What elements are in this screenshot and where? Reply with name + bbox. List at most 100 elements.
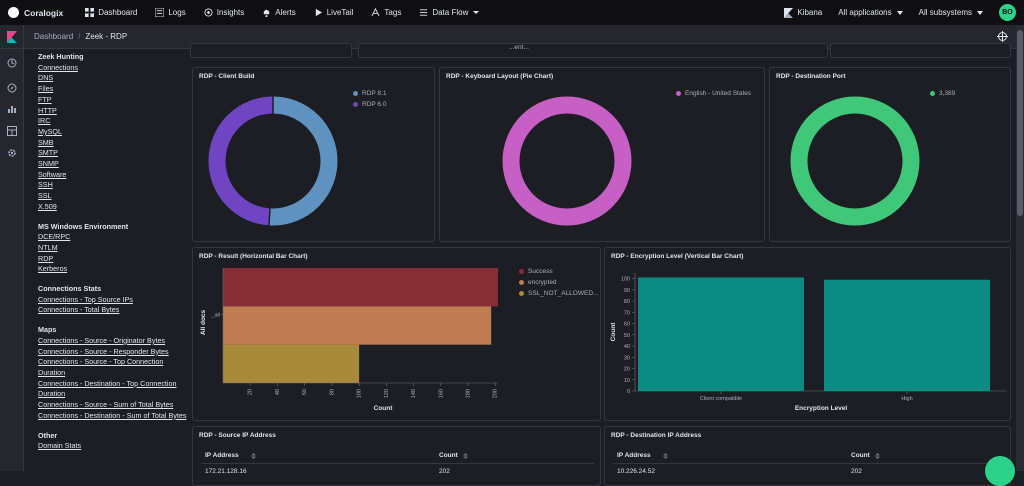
visualize-icon[interactable] (7, 104, 17, 114)
panel-source-ip: RDP - Source IP Address IP Address Count… (192, 426, 601, 486)
compass-icon[interactable] (7, 83, 17, 93)
sort-icon[interactable] (463, 453, 468, 459)
sidebar-link[interactable]: Connections - Top Source IPs (38, 294, 133, 304)
panel-title: RDP - Destination IP Address (611, 432, 702, 439)
slice-divider (268, 208, 271, 226)
sidebar-link[interactable]: Domain Stats (38, 441, 82, 451)
scrollbar-thumb[interactable] (1017, 30, 1023, 216)
avatar[interactable]: BO (999, 4, 1016, 21)
applications-label: All applications (838, 8, 892, 17)
sidebar-link[interactable]: Connections - Total Bytes (38, 305, 120, 315)
breadcrumb-dashboard[interactable]: Dashboard (34, 32, 74, 41)
table-header-count[interactable]: Count (439, 452, 458, 459)
chevron-down-icon (896, 10, 903, 15)
sidebar-link[interactable]: Software (38, 169, 67, 179)
legend-item[interactable]: RDP 6.0 (353, 99, 386, 110)
legend-item[interactable]: encrypted (519, 277, 598, 288)
applications-dropdown[interactable]: All applications (838, 8, 903, 17)
sort-icon[interactable] (251, 453, 256, 459)
page-title: Zeek - RDP (85, 32, 128, 41)
sidebar-link[interactable]: RDP (38, 253, 54, 263)
legend-item[interactable]: Success (519, 266, 598, 277)
kibana-logo-icon (6, 30, 17, 43)
nav-insights[interactable]: Insights (204, 8, 245, 17)
nav-dashboard[interactable]: Dashboard (85, 8, 137, 17)
partial-panel-2: ...ent... (358, 43, 828, 58)
sidebar-link[interactable]: Kerberos (38, 264, 68, 274)
legend-item[interactable]: 3,389 (930, 88, 955, 99)
sort-icon[interactable] (875, 453, 880, 459)
nav-tags-label: Tags (384, 8, 402, 17)
kibana-logo[interactable] (0, 24, 24, 49)
pie-slice[interactable] (502, 96, 632, 226)
chevron-down-icon (473, 11, 480, 14)
sidebar-section-title: MS Windows Environment (38, 221, 129, 231)
sort-icon[interactable] (663, 453, 668, 459)
bar[interactable] (638, 277, 804, 391)
x-tick-label: 140 (411, 389, 417, 398)
sidebar-link[interactable]: SNMP (38, 159, 59, 169)
sidebar-link[interactable]: SMB (38, 137, 54, 147)
sidebar-link[interactable]: MySQL (38, 126, 62, 136)
sidebar-link[interactable]: Connections - Source - Responder Bytes (38, 346, 169, 356)
sidebar-link[interactable]: DNS (38, 73, 54, 83)
nav-tags[interactable]: Tags (371, 8, 401, 17)
nav-alerts[interactable]: Alerts (262, 8, 296, 17)
chevron-down-icon (977, 10, 983, 15)
logs-icon (155, 8, 165, 17)
sidebar-link[interactable]: HTTP (38, 105, 57, 115)
legend-item[interactable]: RDP 8.1 (353, 88, 386, 99)
kibana-link[interactable]: Kibana (784, 7, 822, 18)
dataflow-icon (420, 9, 428, 16)
table-cell-ip: 172.21.128.16 (205, 468, 247, 475)
y-tick-label: 0 (627, 389, 630, 395)
clock-icon[interactable] (7, 58, 17, 68)
sidebar-link[interactable]: DCE/RPC (38, 232, 71, 242)
sidebar-link[interactable]: Connections - Source - Top Connection Du… (38, 357, 164, 377)
sidebar-link[interactable]: Connections - Destination - Sum of Total… (38, 410, 187, 420)
bar[interactable] (824, 279, 990, 391)
nav-insights-label: Insights (216, 8, 245, 17)
x-tick-label: 120 (384, 389, 390, 398)
bar[interactable] (223, 306, 492, 345)
gear-icon[interactable] (7, 148, 17, 158)
legend-item[interactable]: SSL_NOT_ALLOWED... (519, 288, 598, 299)
y-tick-label: 80 (624, 299, 630, 305)
nav-dataflow[interactable]: Data Flow (419, 8, 480, 17)
fullscreen-icon[interactable] (997, 31, 1008, 42)
sidebar-link[interactable]: SMTP (38, 148, 58, 158)
panel-title: RDP - Keyboard Layout (Pie Chart) (446, 73, 554, 80)
page-scrollbar[interactable] (1016, 25, 1024, 471)
coralogix-logo[interactable]: Coralogix (8, 7, 63, 18)
bar[interactable] (223, 268, 498, 307)
dashboard-icon[interactable] (7, 126, 17, 136)
nav-logs[interactable]: Logs (155, 8, 186, 17)
table-header-ip[interactable]: IP Address (617, 452, 651, 459)
sidebar-link[interactable]: FTP (38, 94, 52, 104)
sidebar-link[interactable]: SSH (38, 180, 53, 190)
sidebar-link[interactable]: Connections - Source - Sum of Total Byte… (38, 400, 174, 410)
insights-icon (204, 8, 213, 17)
legend-label: English - United States (685, 90, 752, 97)
sidebar-link[interactable]: Connections - Destination - Top Connecti… (38, 378, 177, 399)
legend-swatch (353, 102, 358, 107)
table-header-count[interactable]: Count (851, 452, 870, 459)
panel-title: RDP - Client Build (199, 73, 255, 80)
sidebar-link[interactable]: Connections (38, 62, 78, 72)
sidebar-link[interactable]: X.509 (38, 201, 57, 211)
sidebar-link[interactable]: Files (38, 84, 54, 94)
sidebar-link[interactable]: SSL (38, 191, 52, 201)
sidebar-link[interactable]: IRC (38, 116, 51, 126)
kibana-icon (784, 7, 794, 18)
sidebar-link[interactable]: NTLM (38, 242, 58, 252)
bell-icon (264, 9, 270, 17)
nav-livetail[interactable]: LiveTail (314, 8, 353, 17)
table-header-ip[interactable]: IP Address (205, 452, 239, 459)
legend-item[interactable]: English - United States (676, 88, 751, 99)
bar[interactable] (223, 344, 360, 383)
sidebar-link[interactable]: Connections - Source - Originator Bytes (38, 335, 166, 345)
subsystems-dropdown[interactable]: All subsystems (919, 8, 983, 17)
pie-slice[interactable] (790, 96, 920, 226)
help-chat-button[interactable] (985, 456, 1015, 486)
play-icon (315, 8, 322, 17)
